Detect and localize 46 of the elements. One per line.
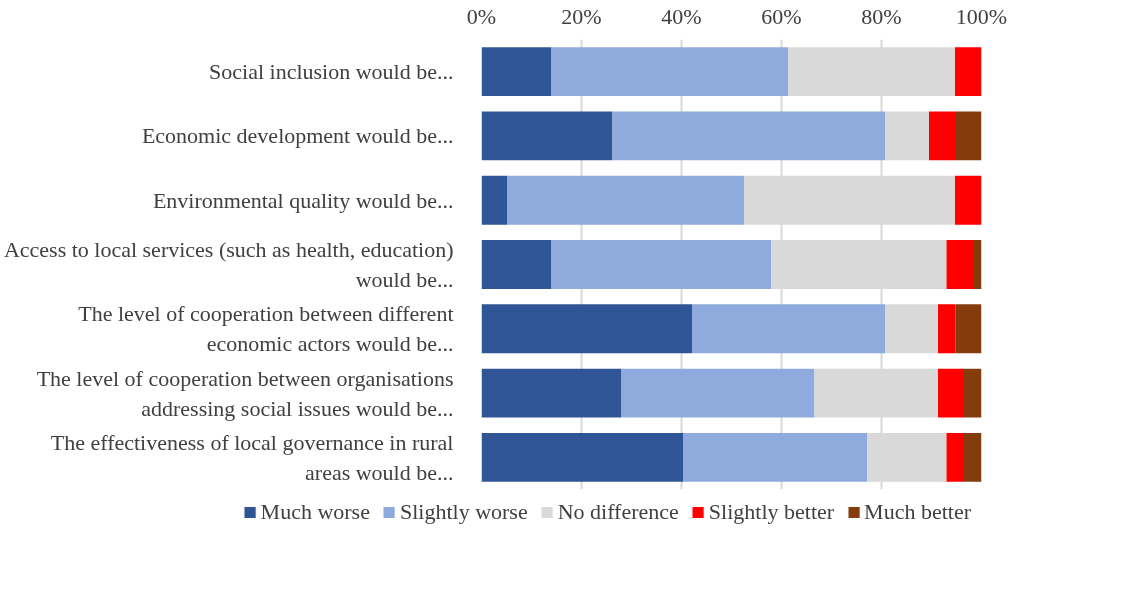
bar bbox=[938, 304, 956, 354]
bar bbox=[955, 47, 982, 97]
x-tick-label: 80% bbox=[861, 3, 902, 29]
bar bbox=[481, 175, 507, 225]
bar bbox=[955, 304, 982, 354]
bar bbox=[946, 432, 964, 482]
bar bbox=[481, 368, 622, 418]
x-tick-label: 100% bbox=[955, 3, 1008, 29]
bar bbox=[481, 47, 552, 97]
bar bbox=[481, 304, 692, 354]
x-tick-label: 60% bbox=[761, 3, 802, 29]
bar bbox=[973, 240, 982, 289]
bar bbox=[692, 304, 885, 354]
bar bbox=[621, 368, 815, 418]
bar bbox=[481, 432, 683, 482]
bar bbox=[885, 304, 938, 354]
bar bbox=[481, 240, 552, 289]
y-tick-label: The level of cooperation between organisations addressing social issues would be... bbox=[36, 365, 454, 421]
y-tick-label: The level of cooperation between different economic actors would be... bbox=[78, 301, 454, 357]
bar bbox=[929, 111, 955, 161]
bar bbox=[683, 432, 867, 482]
bar bbox=[612, 111, 885, 161]
bar bbox=[551, 47, 788, 97]
x-tick-label: 20% bbox=[561, 3, 602, 29]
y-tick-label: Environmental quality would be... bbox=[152, 187, 454, 213]
bar bbox=[946, 240, 973, 289]
legend-label: Slightly worse bbox=[399, 499, 528, 525]
bar bbox=[955, 175, 982, 225]
y-tick-label: Economic development would be... bbox=[141, 123, 454, 149]
bar bbox=[938, 368, 964, 418]
bar bbox=[551, 240, 771, 289]
bar bbox=[885, 111, 929, 161]
legend-label: Much better bbox=[864, 499, 971, 525]
bar bbox=[481, 111, 613, 161]
x-tick-label: 40% bbox=[661, 3, 702, 29]
y-tick-label: Social inclusion would be... bbox=[209, 59, 454, 85]
y-tick-label: Access to local services (such as health, education) would be... bbox=[3, 237, 454, 292]
bar bbox=[507, 175, 744, 225]
legend-label: Much worse bbox=[260, 499, 370, 525]
bar bbox=[964, 432, 982, 482]
y-tick-label: The effectiveness of local governance in rural areas would be... bbox=[50, 429, 454, 485]
legend-label: Slightly better bbox=[708, 499, 835, 525]
x-tick-label: 0% bbox=[466, 3, 497, 29]
legend-label: No difference bbox=[557, 499, 679, 525]
bar bbox=[964, 368, 982, 418]
bar bbox=[955, 111, 982, 161]
